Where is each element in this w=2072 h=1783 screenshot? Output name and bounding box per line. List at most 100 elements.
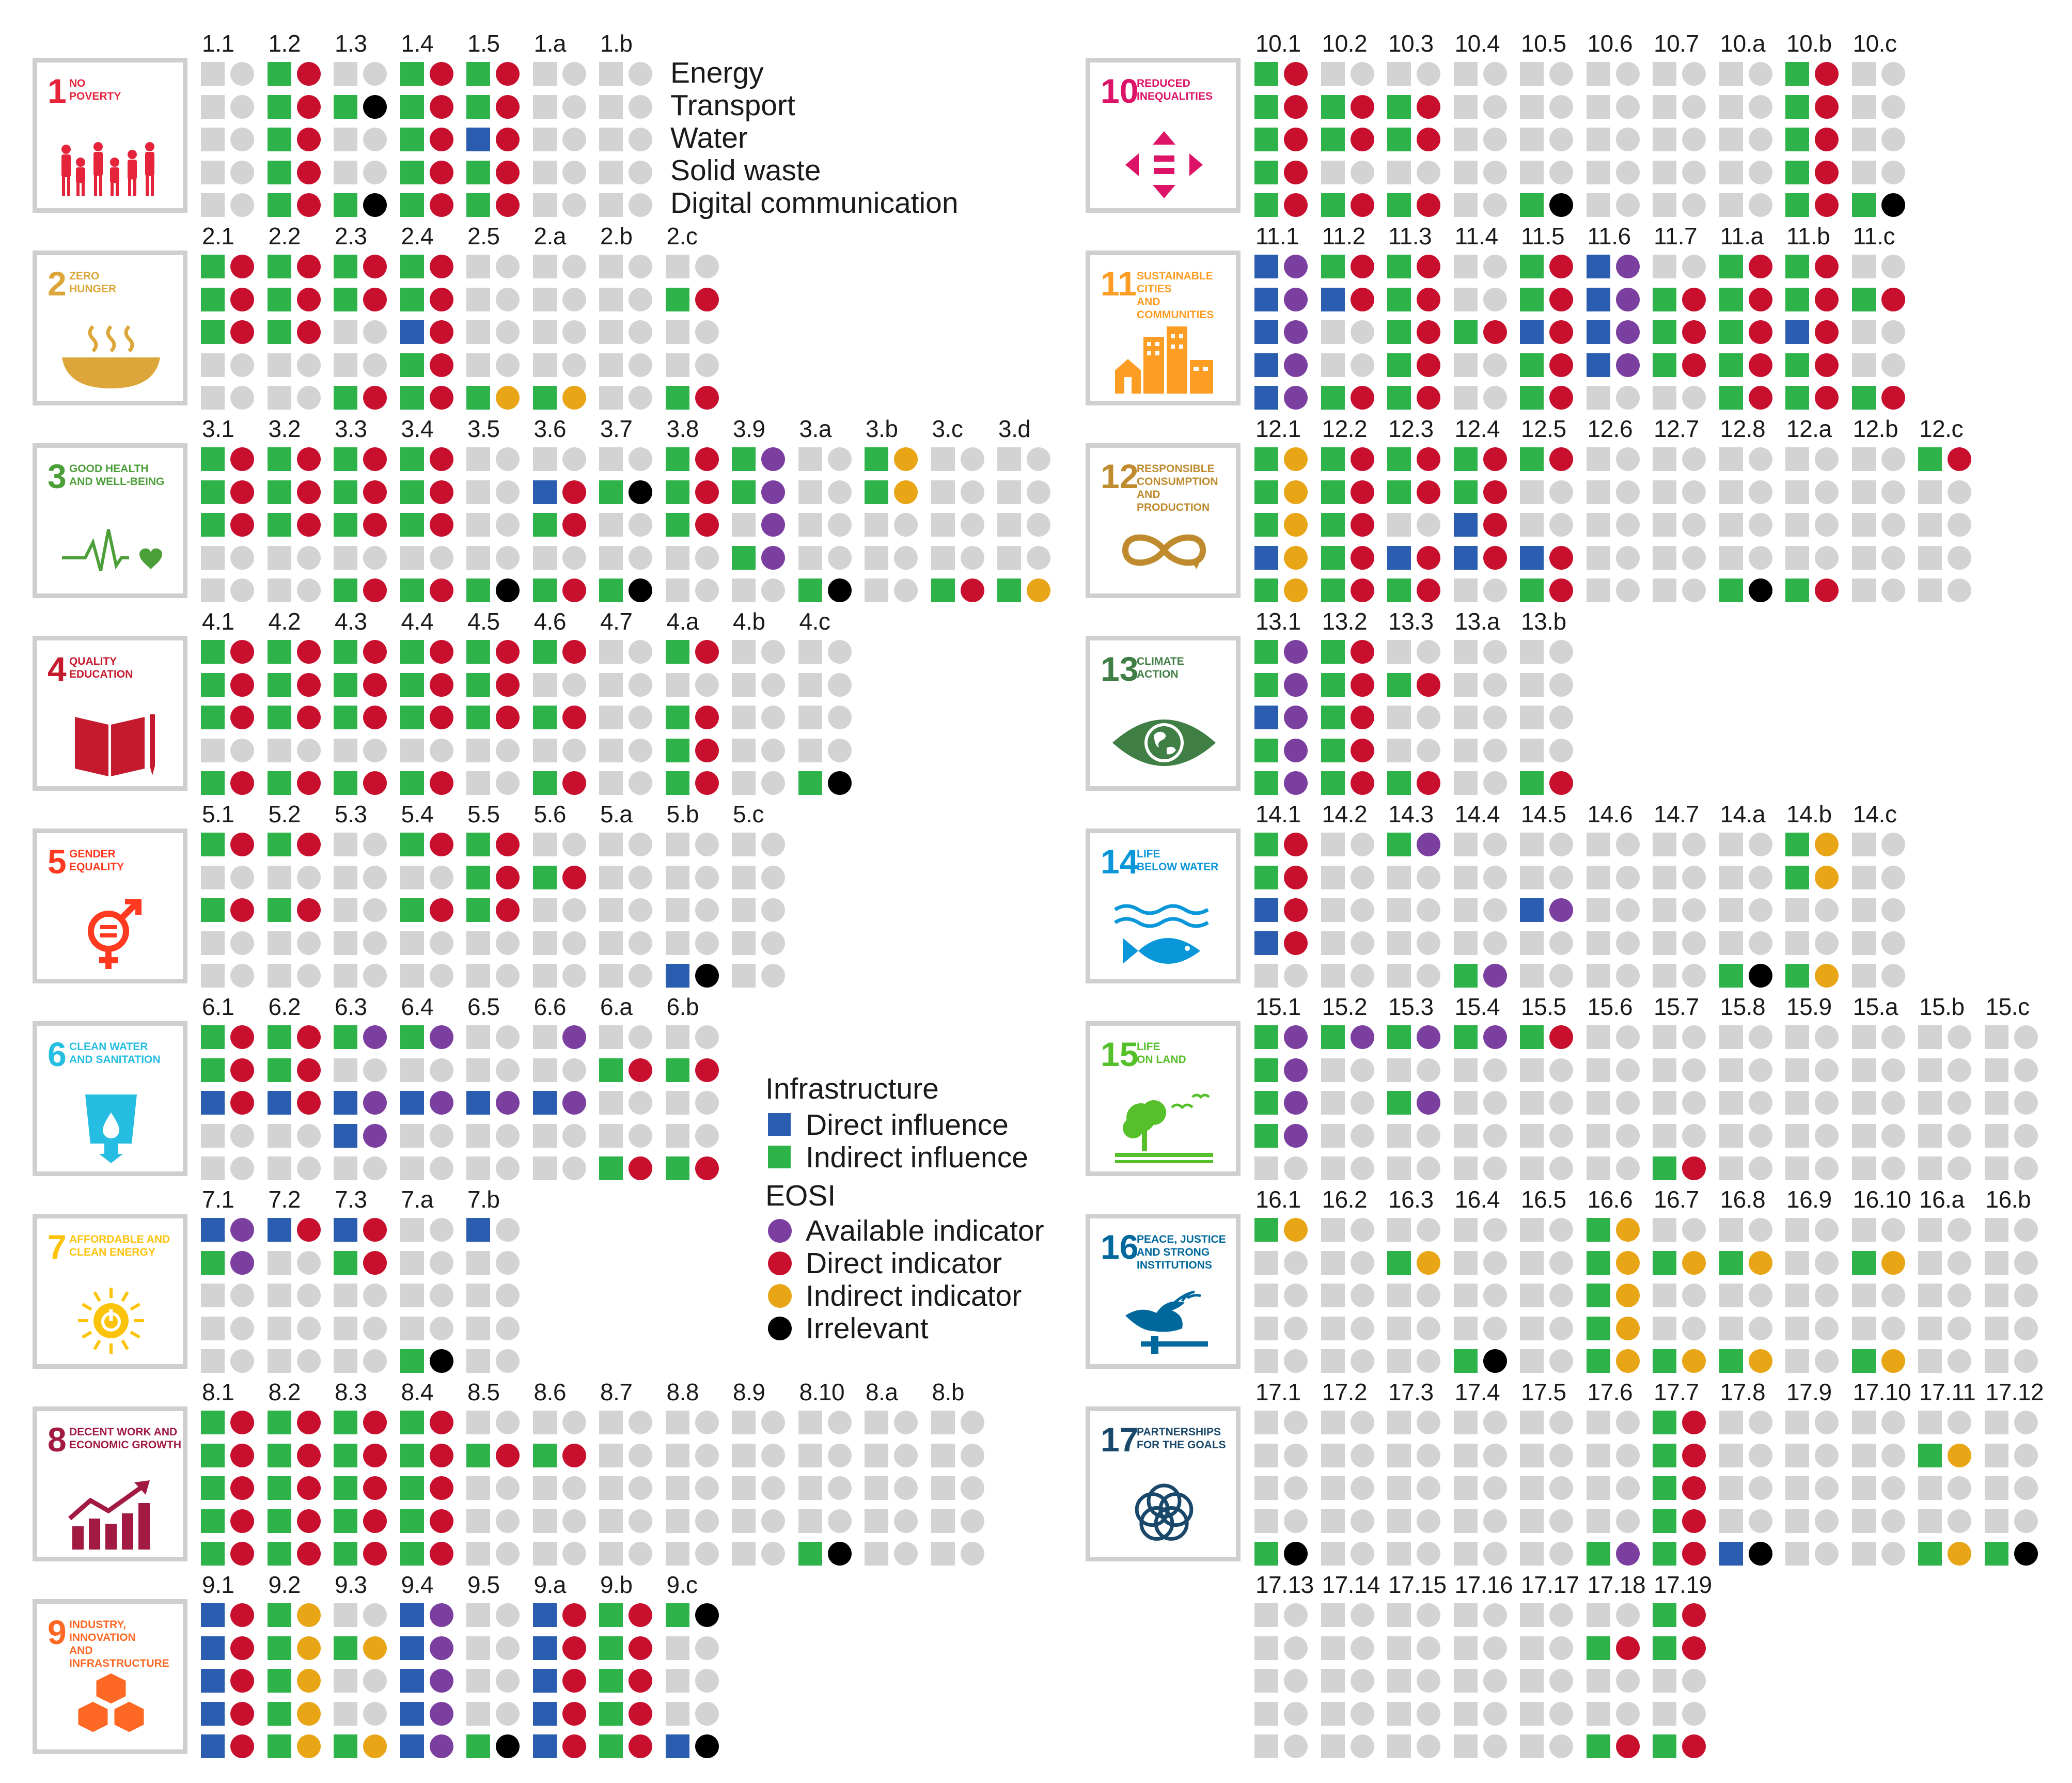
infrastructure-square <box>466 1123 490 1148</box>
infrastructure-square <box>1984 1218 2008 1242</box>
infrastructure-square <box>1321 1218 1345 1242</box>
target-label: 17.2 <box>1322 1379 1368 1405</box>
target-label: 15.c <box>1985 993 2030 1020</box>
eosi-circle <box>230 255 254 278</box>
eosi-circle <box>1682 1156 1706 1180</box>
eosi-circle <box>562 1156 586 1180</box>
eosi-circle <box>363 1669 387 1693</box>
eosi-circle <box>1483 1250 1507 1275</box>
infrastructure-square <box>334 1316 357 1340</box>
eosi-circle <box>296 1734 321 1758</box>
eosi-circle <box>1284 1123 1308 1148</box>
eosi-circle <box>1284 898 1308 922</box>
infrastructure-square <box>334 1603 357 1627</box>
eosi-circle <box>496 480 520 504</box>
eosi-circle <box>1417 513 1440 537</box>
infrastructure-square <box>1719 320 1743 344</box>
eosi-circle <box>1549 672 1573 697</box>
gender-icon-graphic <box>88 899 142 969</box>
eosi-circle <box>695 865 719 889</box>
eosi-circle <box>629 1476 652 1500</box>
target-label: 5.5 <box>467 801 500 827</box>
infrastructure-square <box>1851 287 1876 311</box>
goal-7-tile: 7 AFFORDABLE AND CLEAN ENERGY <box>33 1214 187 1369</box>
eosi-circle <box>1948 1411 1971 1434</box>
eosi-circle <box>429 964 453 988</box>
eosi-circle <box>562 738 586 762</box>
goal-title: AFFORDABLE AND CLEAN ENERGY <box>69 1233 170 1258</box>
target-label: 3.4 <box>401 415 434 442</box>
eosi-circle <box>761 1542 785 1566</box>
eosi-circle <box>894 1542 918 1566</box>
infrastructure-square <box>532 1603 557 1627</box>
target-label: 17.16 <box>1454 1571 1513 1598</box>
eosi-circle <box>1483 1603 1507 1627</box>
infrastructure-square <box>201 1701 225 1726</box>
eosi-circle <box>894 447 918 471</box>
eosi-circle <box>1881 898 1905 922</box>
eosi-circle <box>1549 1443 1573 1467</box>
infrastructure-square <box>1520 353 1544 377</box>
infrastructure-square <box>599 62 623 86</box>
eosi-circle <box>1682 320 1706 344</box>
eosi-circle <box>363 833 387 856</box>
infrastructure-square <box>1719 255 1743 278</box>
infrastructure-square <box>1653 1669 1676 1693</box>
eosi-circle <box>2014 1058 2038 1082</box>
target-label: 1.a <box>533 30 567 57</box>
goal-number: 13 <box>1101 650 1139 688</box>
infrastructure-square <box>400 95 424 119</box>
infrastructure-square <box>466 1156 490 1180</box>
infrastructure-square <box>599 353 623 377</box>
infrastructure-square <box>1785 386 1809 410</box>
eosi-circle <box>1948 1316 1971 1340</box>
infrastructure-square <box>665 1123 689 1148</box>
eosi-circle <box>1350 738 1374 762</box>
eosi-circle <box>496 1091 520 1115</box>
eosi-circle <box>1417 640 1440 664</box>
eosi-circle <box>827 1411 852 1434</box>
eosi-circle <box>363 255 387 278</box>
eosi-circle <box>1881 513 1905 537</box>
eosi-circle <box>1682 1284 1706 1307</box>
eosi-circle <box>1615 1218 1640 1242</box>
eosi-circle <box>1682 128 1706 151</box>
eosi-circle <box>296 1443 321 1467</box>
eosi-circle <box>562 833 586 856</box>
eosi-circle <box>1815 545 1839 570</box>
target-label: 15.2 <box>1322 993 1368 1020</box>
eosi-circle <box>894 1411 918 1434</box>
infrastructure-square <box>267 1058 291 1082</box>
infrastructure-square <box>865 545 888 570</box>
infrastructure-square <box>1387 1476 1411 1500</box>
infrastructure-square <box>1321 513 1345 537</box>
goal-15-tile: 15 LIFE ON LAND <box>1086 1021 1241 1176</box>
infrastructure-square <box>1586 353 1610 377</box>
eosi-circle <box>894 1443 918 1467</box>
eosi-circle <box>1549 1349 1573 1373</box>
eosi-circle <box>629 545 652 570</box>
infrastructure-square <box>1918 1058 1942 1082</box>
eosi-circle <box>1417 931 1440 955</box>
legend-direct-influence-label: Direct influence <box>806 1108 1009 1141</box>
infrastructure-square <box>798 1476 822 1500</box>
infrastructure-square <box>1453 128 1478 151</box>
eosi-circle <box>1284 964 1308 988</box>
eosi-circle <box>1815 160 1839 184</box>
infrastructure-square <box>1785 287 1809 311</box>
eosi-circle <box>695 480 719 504</box>
eosi-circle <box>1815 1316 1839 1340</box>
target-label: 12.8 <box>1720 415 1766 442</box>
eosi-circle <box>1483 898 1507 922</box>
goal-title: GOOD HEALTH AND WELL-BEING <box>69 463 165 488</box>
infrastructure-square <box>267 287 291 311</box>
infrastructure-square <box>400 1476 424 1500</box>
eosi-circle <box>1417 1250 1440 1275</box>
infrastructure-square <box>334 865 357 889</box>
eosi-circle <box>2014 1349 2038 1373</box>
eosi-circle <box>629 738 652 762</box>
eosi-circle <box>1483 1476 1507 1500</box>
infrastructure-square <box>267 1411 291 1434</box>
eosi-circle <box>695 353 719 377</box>
infrastructure-square <box>732 1542 756 1566</box>
